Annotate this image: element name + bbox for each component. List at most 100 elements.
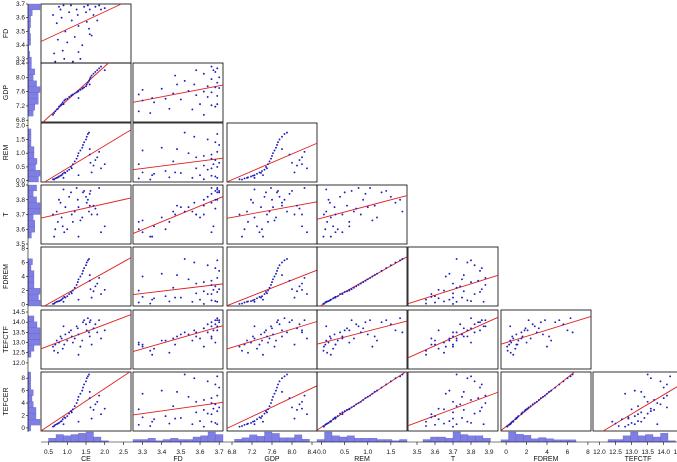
hist-gdp-bar (234, 438, 243, 443)
cell-t-vs-gdp-point (258, 231, 261, 234)
cell-fdrem-vs-fd-point (214, 285, 217, 288)
cell-fdrem-vs-gdp-point (261, 295, 263, 298)
cell-tefcer-vs-tefctf-point (624, 392, 627, 395)
cell-t-vs-fd-point (137, 220, 140, 223)
cell-t-vs-ce-point (85, 195, 87, 198)
cell-fdrem-vs-ce-point (77, 278, 80, 281)
cell-gdp-vs-ce-point (103, 69, 106, 72)
cell-fdrem-vs-fd-point (195, 292, 198, 295)
hist-rem-bar (361, 438, 370, 443)
cell-tefctf-vs-fd-frame (132, 309, 224, 370)
cell-rem-vs-ce-point (62, 176, 65, 179)
cell-tefctf-vs-fd-point (218, 319, 221, 322)
cell-fdrem-vs-rem-point (357, 283, 360, 286)
cell-tefctf-vs-fd-point (160, 339, 163, 342)
cell-fdrem-vs-t-point (455, 300, 458, 303)
cell-fdrem-vs-gdp-point (281, 261, 283, 264)
cell-tefctf-vs-fd-point (210, 337, 213, 340)
hist-fd-bar (140, 439, 149, 443)
cell-rem-vs-gdp-frame (226, 122, 318, 183)
hist-fd-bar (132, 439, 141, 443)
cell-tefctf-vs-rem-point (343, 329, 346, 332)
cell-tefctf-vs-rem-point (373, 335, 376, 338)
cell-tefcer-vs-t-point (470, 375, 472, 378)
cell-tefctf-vs-gdp-point (298, 323, 301, 326)
cell-tefcer-vs-gdp-point (253, 420, 256, 423)
cell-t-vs-fd-point (149, 235, 152, 238)
cell-gdp-vs-ce-point (60, 103, 63, 106)
cell-tefcer-vs-tefctf-point (640, 390, 643, 393)
cell-tefcer-vs-gdp-point (260, 417, 262, 419)
cell-fd-vs-ce-point (77, 51, 80, 53)
cell-fdrem-vs-gdp-point (288, 279, 291, 282)
x-axis-label-fdrem: FDREM (534, 456, 559, 462)
cell-t-vs-ce-point (60, 216, 63, 219)
cell-tefctf-vs-fd-point (191, 339, 194, 342)
cell-fd-vs-ce-point (81, 44, 84, 47)
cell-rem-vs-gdp-point (271, 154, 273, 157)
cell-tefctf-vs-rem-point (350, 319, 353, 322)
cell-t-vs-fd-point (195, 213, 198, 216)
cell-rem-vs-ce-point (77, 152, 80, 155)
cell-tefcer-vs-fdrem-point (548, 390, 551, 393)
cell-tefctf-vs-fdrem-point (512, 353, 515, 356)
cell-t-vs-fd-point (214, 189, 217, 192)
y-axis-label-fdrem: FDREM (3, 264, 10, 289)
cell-tefctf-vs-ce-point (90, 343, 93, 346)
cell-fdrem-vs-gdp-point (303, 276, 306, 279)
cell-t-vs-ce-point (71, 220, 74, 223)
y-tick-label-tefctf: 13.5 (12, 329, 25, 336)
cell-fdrem-vs-gdp-point (281, 274, 283, 277)
cell-rem-vs-ce-point (90, 171, 93, 174)
cell-fdrem-vs-fd-point (149, 302, 152, 305)
cell-tefcer-vs-tefctf-point (637, 413, 639, 416)
cell-tefcer-vs-ce-point (61, 418, 64, 421)
cell-fdrem-vs-t-point (452, 302, 454, 305)
cell-tefcer-vs-fd-point (195, 411, 198, 414)
y-tick-label-fd: 3.5 (16, 28, 25, 35)
cell-tefctf-vs-fdrem-point (546, 345, 548, 348)
cell-fdrem-vs-gdp-point (267, 289, 269, 292)
cell-tefcer-vs-fd-point (210, 397, 213, 400)
hist-fd-bar (27, 39, 31, 46)
cell-fdrem-vs-fd-point (141, 275, 144, 278)
cell-tefctf-vs-fd-point (153, 347, 156, 350)
cell-fdrem-vs-t-point (443, 289, 445, 292)
cell-fdrem-vs-t-point (459, 285, 462, 288)
cell-tefctf-vs-gdp-point (288, 321, 291, 324)
cell-gdp-vs-ce-point (58, 105, 60, 108)
cell-tefcer-vs-t-point (479, 410, 481, 413)
cell-rem-vs-gdp-point (296, 164, 298, 167)
cell-rem-vs-fd-point (206, 138, 209, 141)
hist-tefctf-bar (622, 435, 631, 443)
cell-tefctf-vs-ce-point (85, 329, 88, 332)
cell-tefcer-vs-fdrem-point (512, 420, 515, 423)
cell-fdrem-vs-ce-point (83, 267, 86, 270)
cell-t-vs-rem-point (352, 210, 355, 213)
cell-tefctf-vs-t-point (461, 333, 463, 336)
cell-t-vs-fd-point (179, 206, 182, 209)
cell-tefctf-vs-ce-point (86, 317, 89, 320)
cell-tefctf-vs-fd-point (218, 321, 221, 324)
cell-gdp-vs-fd-point (160, 87, 163, 90)
cell-t-vs-fd-point (183, 210, 186, 213)
hist-fdrem-bar (27, 294, 39, 301)
cell-tefcer-vs-ce-point (85, 377, 88, 380)
cell-fdrem-vs-t-point (455, 286, 458, 289)
cell-tefcer-vs-fd-point (160, 389, 163, 392)
y-tick-label-t: 3.7 (16, 212, 25, 219)
cell-tefctf-vs-fdrem-point (524, 327, 527, 330)
hist-tefctf-bar (637, 435, 646, 443)
cell-fdrem-vs-gdp-point (273, 275, 276, 278)
y-tick-label-fdrem: 4 (21, 274, 25, 281)
cell-tefcer-vs-t-point (448, 389, 451, 392)
cell-tefctf-vs-fd-point (172, 337, 175, 340)
cell-tefctf-vs-t-point (452, 335, 454, 338)
cell-fd-vs-ce-point (56, 38, 59, 41)
cell-t-vs-rem-point (364, 192, 367, 195)
cell-tefctf-vs-fdrem-point (523, 329, 526, 332)
cell-tefctf-vs-gdp-point (301, 329, 303, 332)
cell-rem-vs-ce-point (58, 175, 60, 178)
x-tick-label-gdp: 8.0 (287, 449, 296, 456)
y-tick-label-gdp: 6.8 (16, 117, 25, 124)
